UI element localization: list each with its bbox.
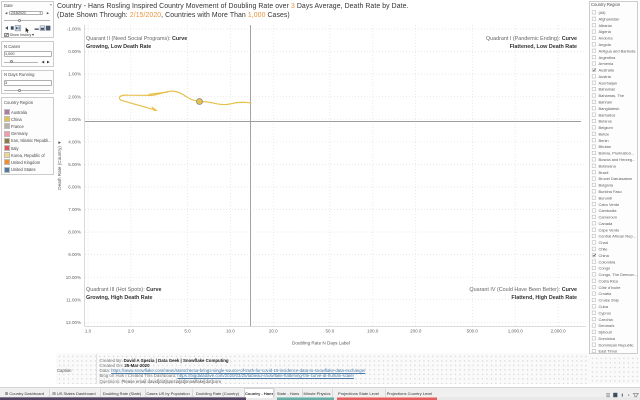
svg-text:Dominican Republic: Dominican Republic: [599, 342, 634, 347]
svg-text:Andorra: Andorra: [599, 36, 614, 41]
svg-text:Colombia: Colombia: [599, 259, 616, 264]
svg-text:Dominica: Dominica: [599, 336, 616, 341]
svg-text:1.00%: 1.00%: [68, 72, 81, 77]
svg-text:4.00%: 4.00%: [68, 139, 81, 144]
svg-text:Cape Verde: Cape Verde: [599, 227, 621, 232]
svg-text:Chad: Chad: [599, 240, 608, 245]
svg-text:Congo, The Democr...: Congo, The Democr...: [599, 272, 637, 277]
svg-text:5.0: 5.0: [184, 329, 191, 334]
svg-text:Growing, Low Death Rate: Growing, Low Death Rate: [86, 44, 151, 50]
svg-text:Angola: Angola: [599, 42, 612, 47]
svg-text:Djibouti: Djibouti: [599, 330, 612, 335]
svg-text:Flattened, Low Death Rate: Flattened, Low Death Rate: [510, 44, 577, 50]
svg-text:Central African Rep...: Central African Rep...: [599, 234, 636, 239]
svg-text:Armenia: Armenia: [599, 61, 614, 66]
svg-text:Bahrain: Bahrain: [599, 100, 613, 105]
svg-text:Belarus: Belarus: [599, 119, 612, 124]
svg-text:Bahamas, The: Bahamas, The: [599, 93, 625, 98]
svg-text:Quarant IV (Could Have Been Be: Quarant IV (Could Have Been Better): Cur…: [469, 287, 577, 293]
svg-text:9.00%: 9.00%: [68, 252, 81, 257]
svg-text:Congo: Congo: [599, 266, 611, 271]
svg-text:Bolivia, Plurination...: Bolivia, Plurination...: [599, 151, 635, 156]
svg-text:6.00%: 6.00%: [68, 185, 81, 190]
svg-text:Antigua and Barbuda: Antigua and Barbuda: [599, 48, 637, 53]
svg-text:-1.00%: -1.00%: [67, 27, 81, 32]
svg-text:5.00%: 5.00%: [68, 162, 81, 167]
svg-text:Austria: Austria: [599, 74, 612, 79]
svg-text:2.00%: 2.00%: [68, 94, 81, 99]
svg-text:Algeria: Algeria: [599, 29, 612, 34]
svg-text:Bangladesh: Bangladesh: [599, 106, 620, 111]
svg-text:0.00%: 0.00%: [68, 49, 81, 54]
svg-text:(All): (All): [599, 10, 607, 15]
svg-text:China: China: [599, 253, 610, 258]
svg-text:Bulgaria: Bulgaria: [599, 183, 614, 188]
svg-text:Bosnia and Herzeg...: Bosnia and Herzeg...: [599, 157, 636, 162]
svg-text:Argentina: Argentina: [599, 55, 617, 60]
svg-text:12.00%: 12.00%: [66, 320, 81, 325]
svg-text:Brunei Darussalam: Brunei Darussalam: [599, 176, 633, 181]
svg-text:Brazil: Brazil: [599, 170, 609, 175]
svg-text:Burundi: Burundi: [599, 195, 613, 200]
svg-text:Azerbaijan: Azerbaijan: [599, 80, 618, 85]
svg-text:Cruise Ship: Cruise Ship: [599, 298, 620, 303]
svg-text:Cambodia: Cambodia: [599, 208, 618, 213]
svg-text:East Timor: East Timor: [599, 349, 619, 354]
svg-text:2,000.0: 2,000.0: [551, 329, 567, 334]
svg-text:Côte d'Ivoire: Côte d'Ivoire: [599, 285, 622, 290]
svg-text:11.00%: 11.00%: [66, 297, 81, 302]
svg-text:Afghanistan: Afghanistan: [599, 16, 620, 21]
svg-text:200.0: 200.0: [410, 329, 422, 334]
svg-text:10.0: 10.0: [226, 329, 235, 334]
svg-text:Barbados: Barbados: [599, 112, 616, 117]
svg-text:Benin: Benin: [599, 138, 609, 143]
svg-text:Death Rate (Country) ▼: Death Rate (Country) ▼: [57, 140, 62, 189]
svg-text:Cabo Verde: Cabo Verde: [599, 202, 621, 207]
svg-text:1.0: 1.0: [85, 329, 92, 334]
svg-text:Quadrant III (Hot Spots): Curv: Quadrant III (Hot Spots): Curve: [86, 287, 162, 293]
svg-text:Cyprus: Cyprus: [599, 310, 612, 315]
svg-text:Croatia: Croatia: [599, 291, 613, 296]
svg-text:Bhutan: Bhutan: [599, 144, 611, 149]
svg-text:50.0: 50.0: [326, 329, 335, 334]
svg-text:7.00%: 7.00%: [68, 207, 81, 212]
svg-text:Doubling Rate N Days Label: Doubling Rate N Days Label: [292, 341, 350, 346]
svg-text:Quarant II (Need Social Progra: Quarant II (Need Social Programs): Curve: [86, 36, 187, 42]
svg-text:Chile: Chile: [599, 246, 609, 251]
svg-text:8.00%: 8.00%: [68, 230, 81, 235]
svg-text:3.00%: 3.00%: [68, 117, 81, 122]
svg-text:500.0: 500.0: [467, 329, 479, 334]
svg-text:10.00%: 10.00%: [66, 275, 81, 280]
svg-text:Costa Rica: Costa Rica: [599, 278, 619, 283]
svg-text:Albania: Albania: [599, 23, 613, 28]
svg-text:Quadrant I (Pandemic Ending):: Quadrant I (Pandemic Ending): Curve: [486, 36, 577, 42]
svg-text:Belize: Belize: [599, 131, 611, 136]
svg-text:Australia: Australia: [599, 68, 615, 73]
svg-text:Burkina Faso: Burkina Faso: [599, 189, 623, 194]
svg-text:Czechia: Czechia: [599, 317, 614, 322]
svg-text:20.0: 20.0: [269, 329, 278, 334]
svg-text:Bahamas: Bahamas: [599, 87, 616, 92]
svg-text:Cuba: Cuba: [599, 304, 609, 309]
svg-text:Denmark: Denmark: [599, 323, 615, 328]
svg-text:Canada: Canada: [599, 221, 614, 226]
svg-text:Cameroon: Cameroon: [599, 215, 617, 220]
svg-text:2.0: 2.0: [128, 329, 135, 334]
svg-text:100.0: 100.0: [367, 329, 379, 334]
svg-text:Flattend, High Death Rate: Flattend, High Death Rate: [511, 295, 577, 301]
svg-text:Growing, High Death Rate: Growing, High Death Rate: [86, 295, 153, 301]
svg-text:1,000.0: 1,000.0: [508, 329, 524, 334]
svg-text:Botswana: Botswana: [599, 163, 617, 168]
svg-text:Belgium: Belgium: [599, 125, 614, 130]
